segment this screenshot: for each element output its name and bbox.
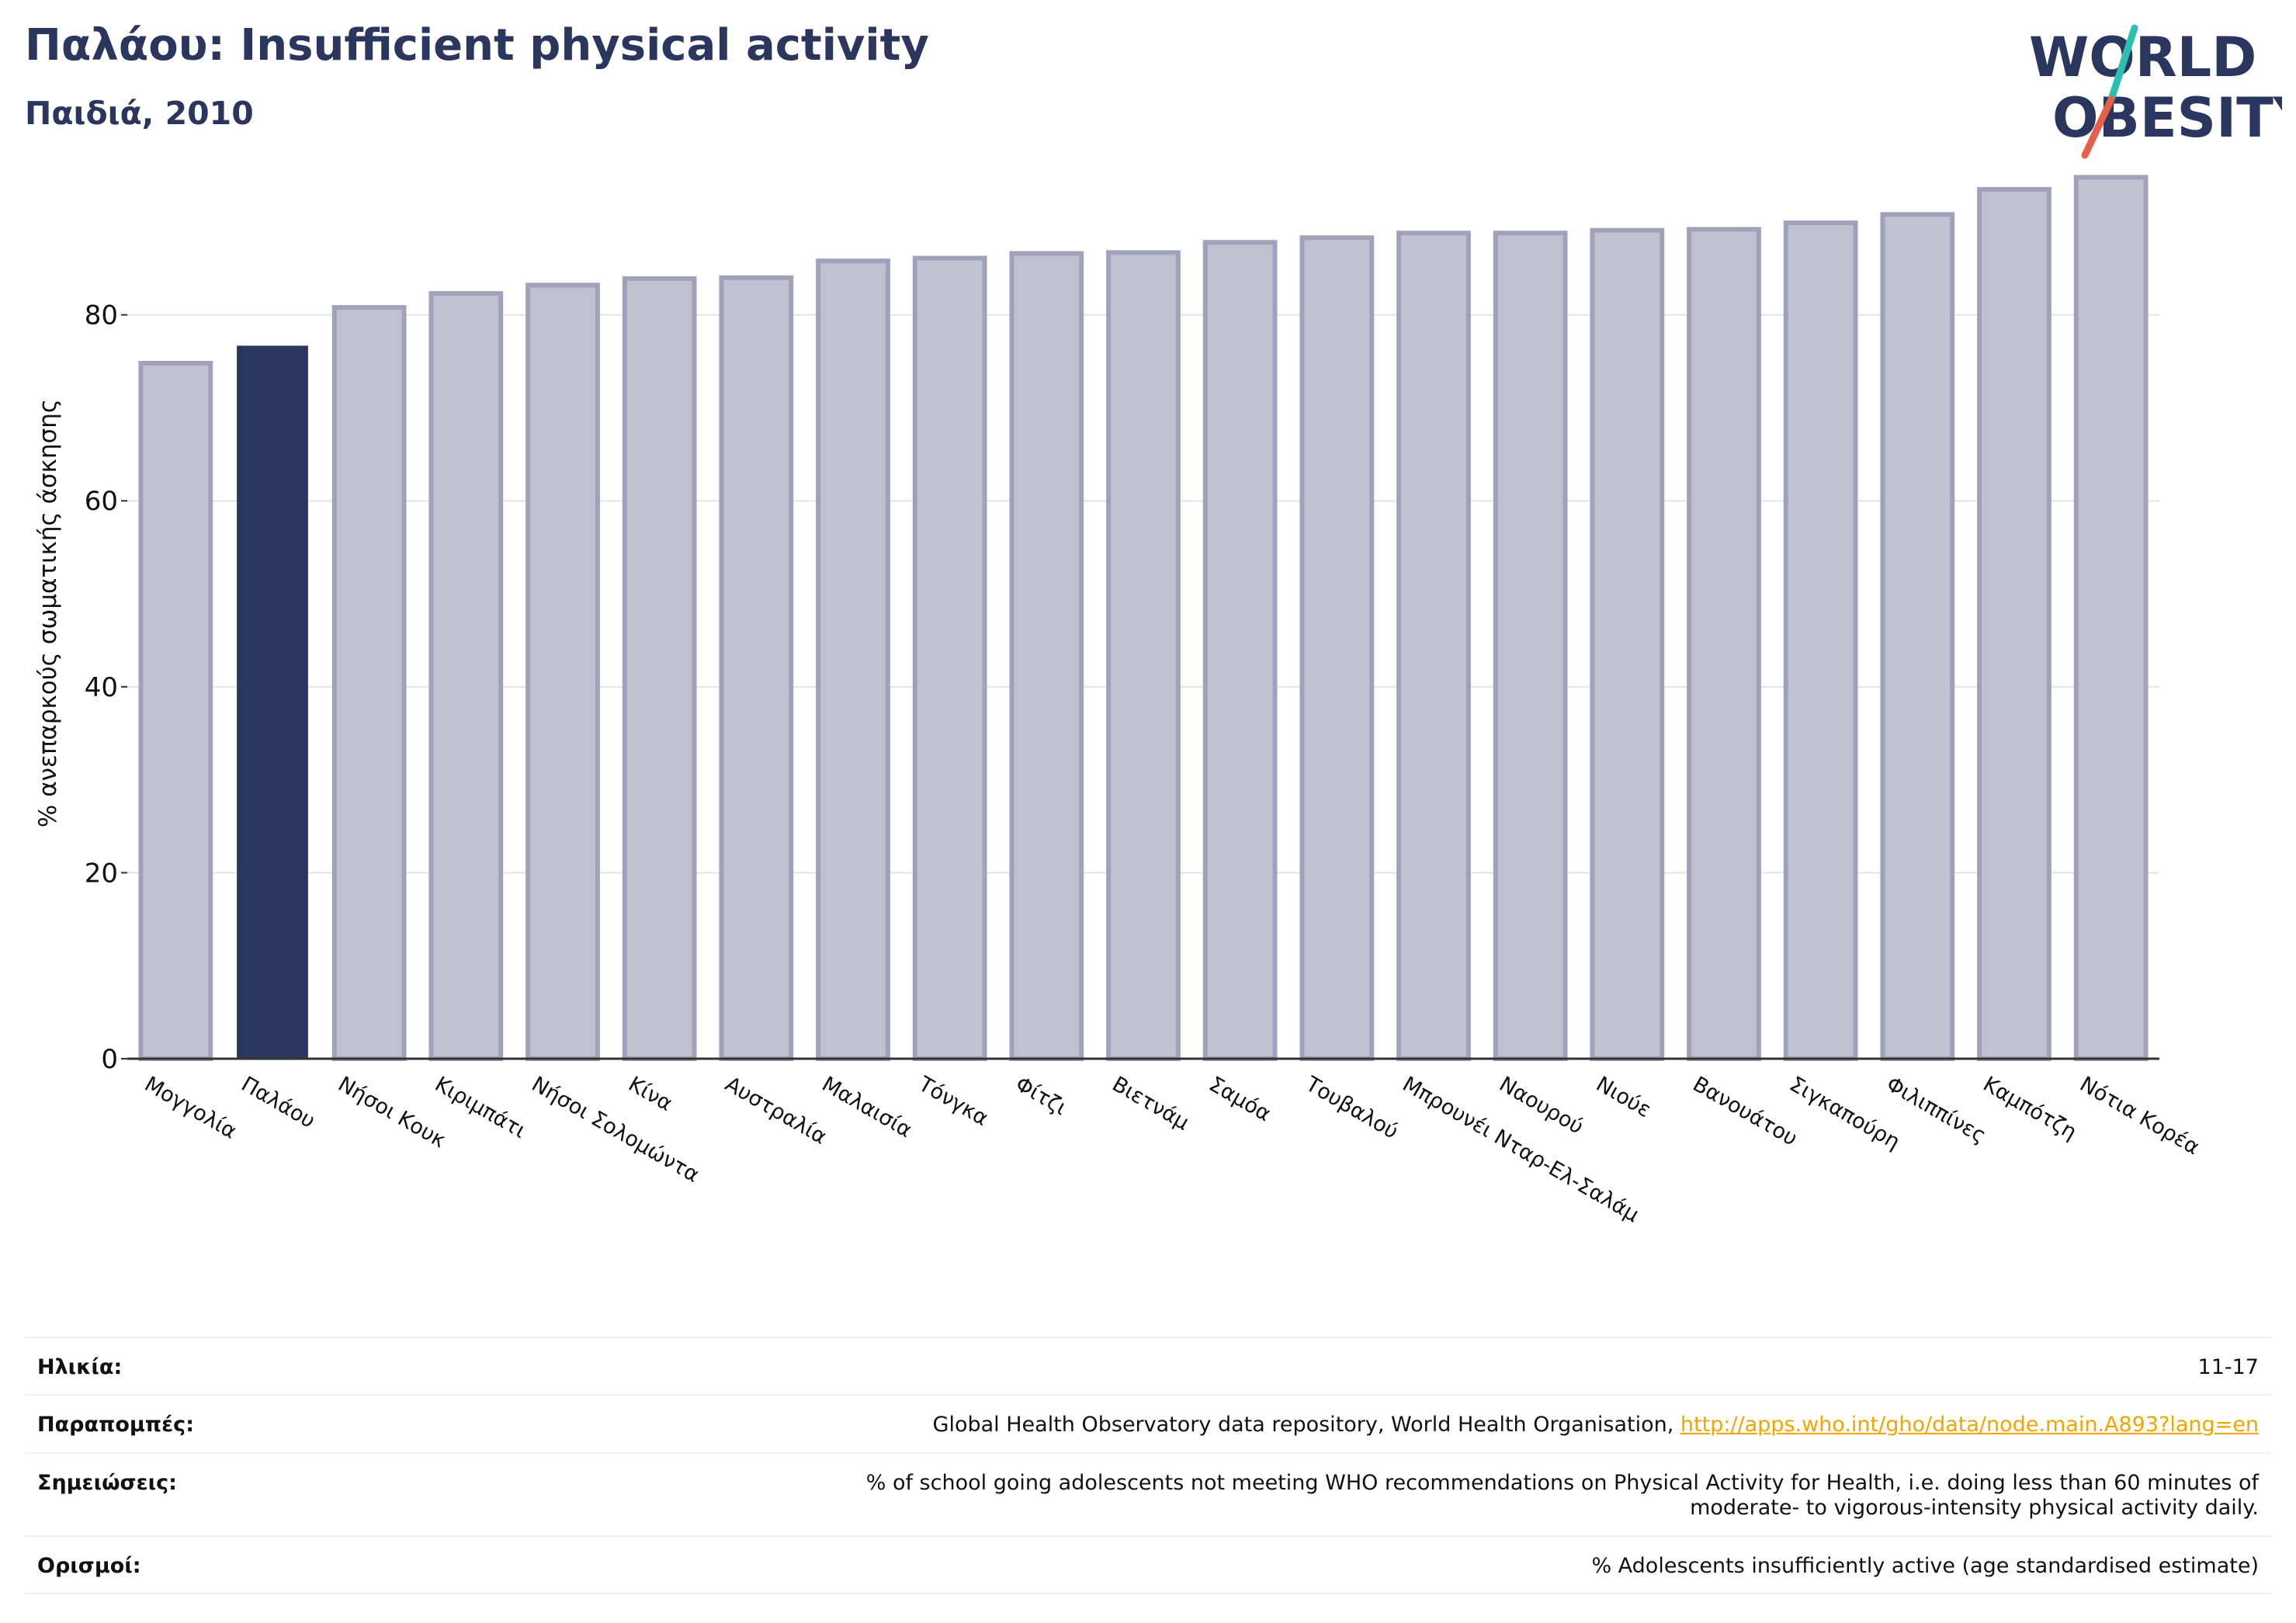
footer-value-notes: % of school going adolescents not meetin… (866, 1471, 2259, 1521)
y-tick-label: 80 (85, 300, 118, 331)
y-tick-label: 40 (85, 672, 118, 703)
footer-key-references: Παραπομπές: (37, 1413, 194, 1437)
x-tick-label: Αυστραλία (721, 1072, 831, 1150)
x-tick-label: Νήσοι Κουκ (334, 1072, 449, 1153)
bar (1687, 227, 1761, 1061)
bar (622, 276, 697, 1062)
bar (525, 283, 600, 1061)
bar (1590, 227, 1665, 1062)
footer-row-definitions: Ορισμοί: % Adolescents insufficiently ac… (25, 1535, 2271, 1594)
x-tick-label: Σαμόα (1205, 1072, 1275, 1126)
logo-slash-coral (2081, 95, 2115, 159)
bar (1009, 251, 1084, 1061)
x-tick-label: Παλάου (238, 1072, 320, 1133)
footer-row-notes: Σημειώσεις: % of school going adolescent… (25, 1451, 2271, 1535)
footer-value-definitions: % Adolescents insufficiently active (age… (1591, 1553, 2259, 1578)
notes-line-2: moderate- to vigorous-intensity physical… (1690, 1496, 2259, 1521)
footer-row-references: Παραπομπές: Global Health Observatory da… (25, 1394, 2271, 1451)
notes-line-1: % of school going adolescents not meetin… (865, 1470, 2259, 1495)
footer-key-age: Ηλικία: (37, 1355, 123, 1379)
bar (1106, 250, 1181, 1062)
bar (2073, 175, 2149, 1062)
bar (138, 360, 213, 1061)
bar (1880, 212, 1955, 1061)
x-tick-label: Τόνγκα (914, 1072, 992, 1131)
bar (912, 255, 987, 1061)
chart-subtitle: Παιδιά, 2010 (25, 95, 254, 132)
reference-link[interactable]: http://apps.who.int/gho/data/node.main.A… (1680, 1413, 2259, 1437)
bar (1202, 240, 1278, 1061)
x-tick-label: Νότια Κορέα (2076, 1072, 2204, 1160)
world-obesity-logo: WORLD OBESITY (2029, 24, 2282, 159)
bar (1396, 231, 1471, 1061)
footer-value-age: 11-17 (2197, 1355, 2259, 1379)
x-tick-label: Μαλαισία (818, 1072, 916, 1143)
footer-key-notes: Σημειώσεις: (37, 1470, 177, 1495)
y-axis-label: % ανεπαρκούς σωματικής άσκησης (34, 398, 62, 828)
bar (428, 291, 504, 1061)
reference-text: Global Health Observatory data repositor… (932, 1413, 1680, 1437)
bar (816, 258, 890, 1061)
bar (1493, 231, 1568, 1061)
footer-row-age: Ηλικία: 11-17 (25, 1337, 2271, 1394)
x-tick-label: Μογγολία (140, 1072, 241, 1143)
bar (237, 345, 308, 1059)
x-tick-label: Νιούε (1592, 1072, 1655, 1122)
bar (1783, 220, 1858, 1062)
y-tick-label: 20 (85, 858, 118, 889)
y-tick-label: 0 (101, 1044, 118, 1075)
footer-key-definitions: Ορισμοί: (37, 1553, 141, 1578)
metadata-table: Ηλικία: 11-17 Παραπομπές: Global Health … (25, 1337, 2271, 1594)
x-tick-label: Νήσοι Σολομώντα (528, 1072, 704, 1188)
bar (1299, 235, 1375, 1062)
footer-value-references: Global Health Observatory data repositor… (933, 1413, 2259, 1437)
logo-word-world: WORLD (2029, 26, 2256, 89)
bar (719, 275, 794, 1062)
logo-slash-teal (2107, 24, 2138, 103)
bar (331, 305, 407, 1061)
x-tick-label: Φίτζι (1011, 1072, 1071, 1120)
bar (1977, 186, 2051, 1061)
x-tick-label: Καμπότζη (1979, 1072, 2081, 1145)
chart-title: Παλάου: Insufficient physical activity (25, 20, 929, 71)
x-tick-label: Κίνα (624, 1072, 676, 1116)
x-tick-label: Βανουάτου (1689, 1072, 1802, 1151)
y-tick-label: 60 (85, 486, 118, 517)
x-tick-label: Βιετνάμ (1108, 1072, 1194, 1135)
x-tick-label: Τουβαλού (1301, 1072, 1403, 1144)
